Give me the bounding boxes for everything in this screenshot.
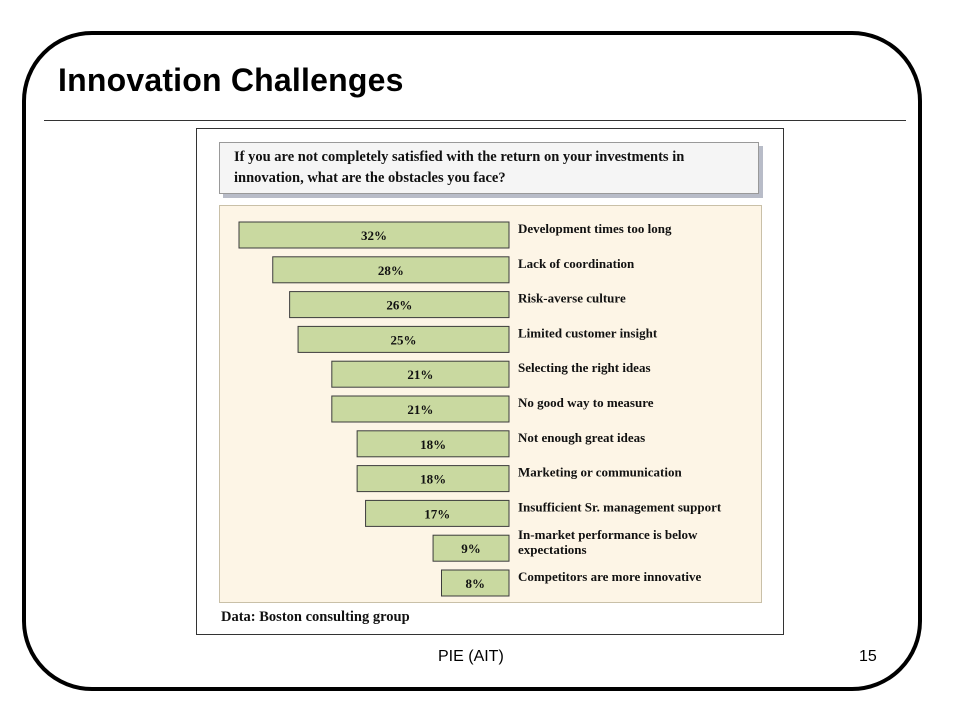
chart-figure: If you are not completely satisfied with… [196,128,784,635]
slide-title: Innovation Challenges [58,62,404,98]
category-label: Competitors are more innovative [518,569,702,584]
bar-value-label: 26% [386,298,412,313]
bar-3 [289,291,510,319]
category-label: No good way to measure [518,395,654,410]
category-label: Limited customer insight [518,325,658,340]
bar-7 [356,430,510,458]
bar-value-label: 21% [407,367,433,382]
bar-2 [272,256,510,284]
category-label: Lack of coordination [518,256,635,271]
bar-value-label: 25% [391,332,417,347]
chart-panel: 32% Development times too long 28% Lack of … [219,205,762,603]
category-label: Not enough great ideas [518,430,645,445]
bar-value-label: 8% [466,576,486,591]
category-label: Risk-averse culture [518,291,626,306]
survey-question: If you are not completely satisfied with… [219,142,759,194]
bar-value-label: 28% [378,263,404,278]
bar-value-label: 18% [420,437,446,452]
page-number: 15 [859,648,877,665]
bar-9 [365,499,510,527]
bar-8 [356,465,510,493]
bar-6 [331,395,510,423]
bar-4 [297,325,510,353]
category-label: Selecting the right ideas [518,360,651,375]
bar-value-label: 21% [407,402,433,417]
category-label: Insufficient Sr. management support [518,499,722,514]
category-label: Marketing or communication [518,465,682,480]
bar-1 [238,221,510,249]
bar-value-label: 32% [361,228,387,243]
bar-value-label: 17% [424,506,450,521]
data-source: Data: Boston consulting group [221,609,410,625]
category-label: Development times too long [518,221,672,236]
bar-11 [441,569,510,597]
footer-text: PIE (AIT) [438,648,504,665]
bar-chart: 32% Development times too long 28% Lack of … [238,221,722,597]
slide-frame [22,31,922,691]
bar-value-label: 9% [461,541,481,556]
bar-10 [432,534,510,562]
bar-value-label: 18% [420,472,446,487]
bar-5 [331,360,510,388]
title-divider [44,120,906,121]
category-label: In-market performance is below expectatio… [518,527,698,557]
